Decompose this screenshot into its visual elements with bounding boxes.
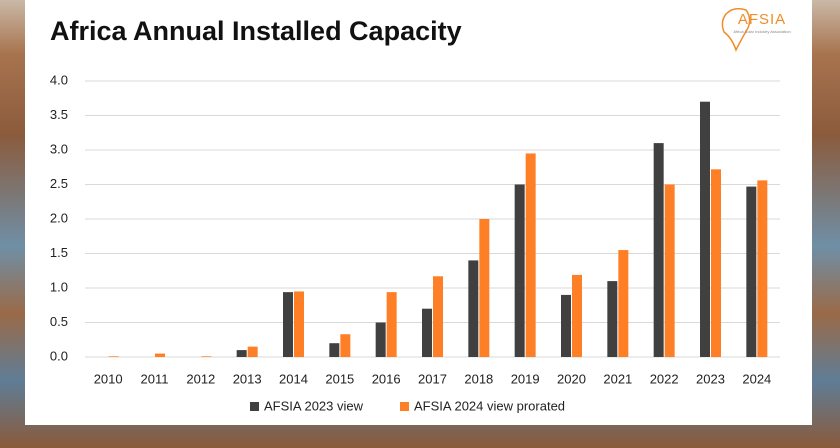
y-tick-label: 4.0 [50,72,68,87]
logo-subtitle: Africa Solar Industry Association [733,29,790,34]
y-tick-label: 2.0 [50,210,68,225]
x-tick-label: 2015 [325,371,354,386]
x-tick-label: 2017 [418,371,447,386]
bar [247,346,258,357]
logo-icon [721,7,751,52]
bar [479,219,490,357]
bar [711,169,721,357]
bar [572,274,582,357]
card [25,0,812,425]
bar [746,186,757,357]
legend-label: AFSIA 2023 view [264,398,364,413]
x-tick-label: 2020 [557,371,586,386]
legend-swatch [250,402,259,411]
chart-title: Africa Annual Installed Capacity [50,16,462,46]
bar [108,356,119,357]
x-tick-label: 2013 [233,371,262,386]
bar [329,343,340,357]
bar [514,184,525,357]
y-tick-label: 3.0 [50,141,68,156]
bar [618,250,629,357]
y-tick-label: 0.5 [50,314,68,329]
logo-name: AFSIA [738,11,786,28]
bar [468,260,479,357]
bar [757,180,768,357]
legend-swatch [400,402,409,411]
bar [386,292,397,357]
bar [607,281,618,357]
y-tick-label: 1.0 [50,279,68,294]
bar [294,291,304,357]
x-tick-label: 2024 [742,371,771,386]
x-tick-label: 2010 [94,371,123,386]
bar [561,294,571,357]
x-tick-label: 2019 [511,371,540,386]
y-tick-label: 1.5 [50,245,68,260]
bar [155,353,165,357]
bar [375,322,386,357]
bar [525,153,536,357]
bar [422,308,432,357]
x-tick-label: 2012 [186,371,215,386]
bar [664,184,675,357]
x-tick-label: 2021 [603,371,632,386]
bar [433,276,443,357]
bar [700,101,710,357]
x-tick-label: 2011 [141,371,169,386]
x-tick-label: 2018 [464,371,493,386]
x-tick-label: 2016 [372,371,401,386]
y-tick-label: 3.5 [50,107,68,122]
bar [201,356,212,357]
x-tick-label: 2014 [279,371,308,386]
bar [340,334,351,357]
bar [653,143,664,357]
x-tick-label: 2022 [650,371,679,386]
y-tick-label: 2.5 [50,176,68,191]
x-tick-label: 2023 [696,371,725,386]
legend-label: AFSIA 2024 view prorated [414,398,565,413]
bar [283,292,293,357]
y-tick-label: 0.0 [50,348,68,363]
bar [236,350,247,357]
